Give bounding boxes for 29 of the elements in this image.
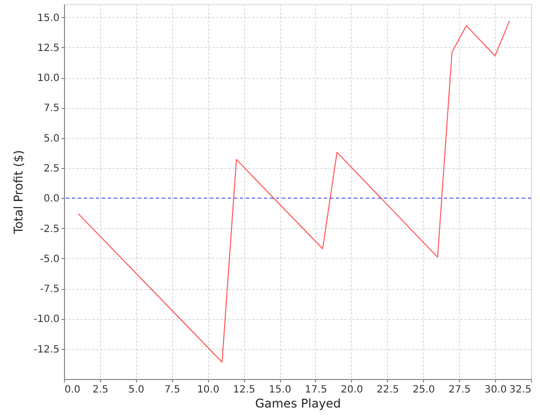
x-tick-label: 32.5 (509, 384, 532, 396)
x-tick-label: 27.5 (448, 384, 471, 396)
y-tick-label: -2.5 (40, 224, 60, 235)
x-tick-label: 15.0 (268, 384, 292, 396)
y-tick-label: -12.5 (34, 344, 60, 356)
x-tick-label: 10.0 (197, 384, 220, 396)
x-tick-label: 7.5 (164, 384, 180, 396)
x-tick-label: 0.0 (64, 384, 80, 396)
y-axis-title: Total Profit ($) (12, 150, 26, 235)
y-tick-label: -7.5 (40, 284, 60, 296)
x-tick-label: 22.5 (376, 384, 399, 396)
x-axis-title: Games Played (255, 396, 341, 410)
x-tick-label: 2.5 (92, 384, 108, 396)
y-tick-label: 12.5 (37, 42, 60, 54)
y-tick-label: 5.0 (44, 133, 60, 144)
y-tick-label: 7.5 (44, 103, 60, 114)
y-tick-label: 0.0 (44, 194, 60, 205)
line-series (78, 20, 510, 363)
x-tick-label: 30.0 (484, 384, 507, 396)
y-tick-label: 10.0 (37, 73, 60, 84)
y-tick-label: 15.0 (37, 12, 60, 24)
x-tick-label: 5.0 (128, 384, 144, 396)
x-tick-label: 12.5 (232, 384, 256, 396)
y-tick-label: -5.0 (40, 254, 60, 265)
x-tick-label: 17.5 (304, 384, 328, 396)
x-tick-label: 25.0 (412, 384, 435, 396)
x-tick-label: 20.0 (340, 384, 364, 396)
y-tick-label: -10.0 (34, 314, 60, 326)
y-tick-label: 2.5 (44, 163, 60, 174)
